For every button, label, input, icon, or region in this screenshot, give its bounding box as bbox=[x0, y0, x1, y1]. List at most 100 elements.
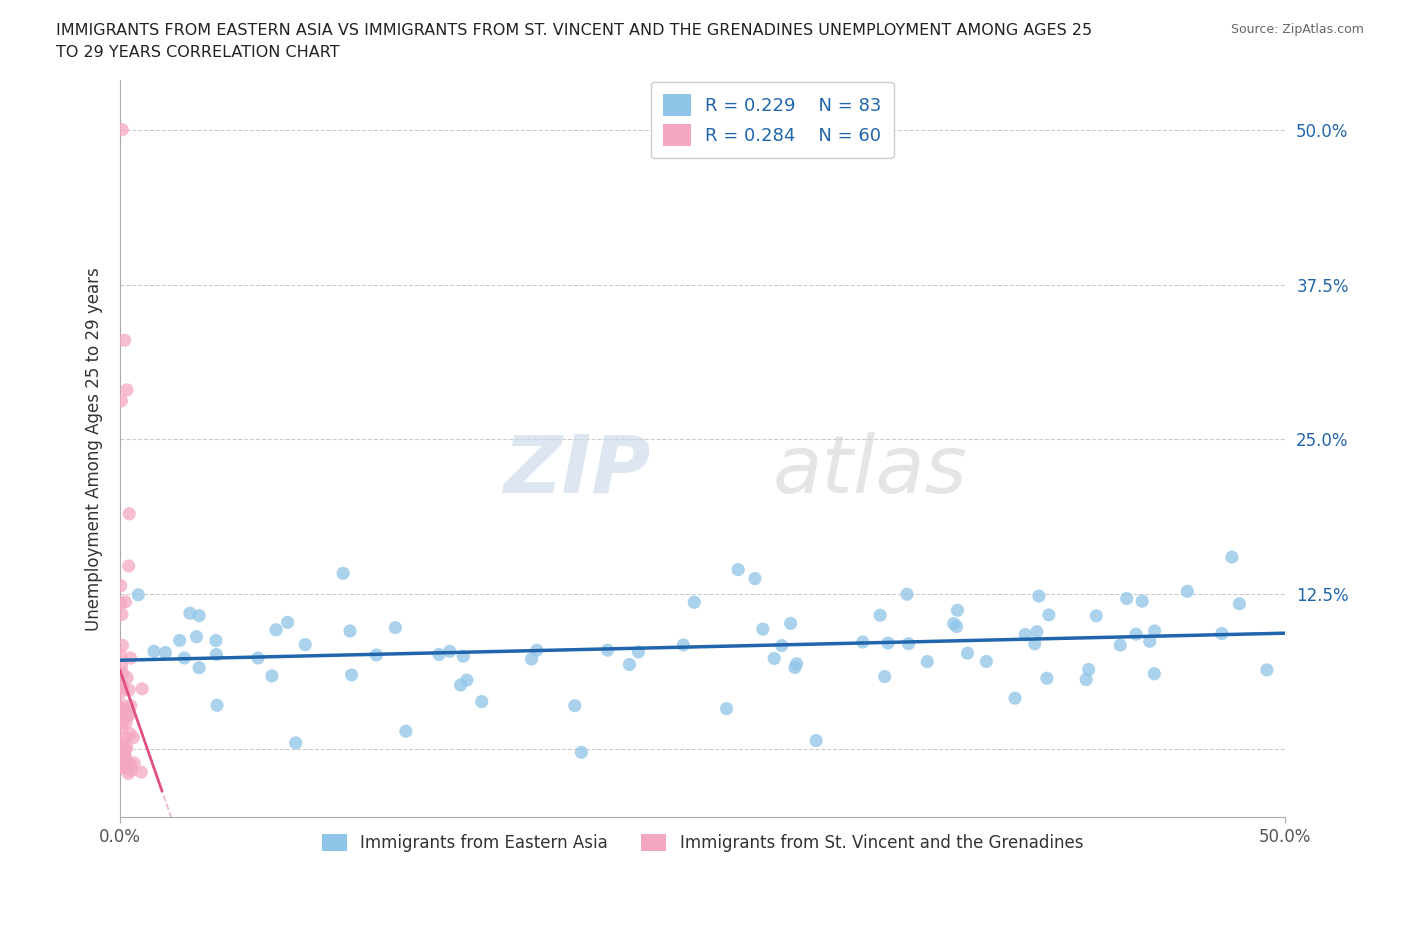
Point bbox=[115, 382, 138, 397]
Point bbox=[1038, 607, 1060, 622]
Point bbox=[1036, 671, 1059, 685]
Point bbox=[117, 756, 139, 771]
Point bbox=[976, 654, 998, 669]
Point bbox=[264, 622, 287, 637]
Point bbox=[127, 588, 149, 603]
Point bbox=[1130, 593, 1153, 608]
Point bbox=[1256, 662, 1278, 677]
Point bbox=[111, 761, 134, 776]
Point bbox=[111, 760, 134, 775]
Point bbox=[1125, 627, 1147, 642]
Point bbox=[453, 649, 475, 664]
Point bbox=[120, 651, 142, 666]
Point bbox=[260, 669, 283, 684]
Point bbox=[111, 753, 134, 768]
Point bbox=[111, 703, 134, 718]
Point bbox=[596, 643, 619, 658]
Point bbox=[111, 753, 134, 768]
Point bbox=[752, 621, 775, 636]
Point bbox=[110, 738, 132, 753]
Point bbox=[672, 638, 695, 653]
Point bbox=[114, 702, 136, 717]
Point bbox=[783, 660, 806, 675]
Point bbox=[111, 721, 134, 736]
Point bbox=[1014, 627, 1036, 642]
Point bbox=[110, 685, 132, 700]
Point bbox=[339, 623, 361, 638]
Point bbox=[120, 758, 142, 773]
Point bbox=[188, 608, 211, 623]
Point bbox=[117, 707, 139, 722]
Point bbox=[1143, 624, 1166, 639]
Point bbox=[427, 647, 450, 662]
Point bbox=[117, 766, 139, 781]
Legend: Immigrants from Eastern Asia, Immigrants from St. Vincent and the Grenadines: Immigrants from Eastern Asia, Immigrants… bbox=[314, 826, 1091, 860]
Text: atlas: atlas bbox=[772, 432, 967, 510]
Point bbox=[456, 672, 478, 687]
Point bbox=[471, 694, 494, 709]
Point bbox=[186, 630, 208, 644]
Point bbox=[122, 755, 145, 770]
Point bbox=[155, 645, 177, 660]
Point bbox=[110, 747, 132, 762]
Point bbox=[1028, 589, 1050, 604]
Point bbox=[627, 644, 650, 659]
Point bbox=[945, 619, 967, 634]
Point bbox=[205, 633, 228, 648]
Point bbox=[110, 736, 132, 751]
Point bbox=[294, 637, 316, 652]
Point bbox=[571, 745, 593, 760]
Point bbox=[110, 648, 132, 663]
Point bbox=[1229, 596, 1251, 611]
Point bbox=[114, 750, 136, 764]
Point bbox=[366, 647, 388, 662]
Point bbox=[770, 638, 793, 653]
Point bbox=[111, 750, 134, 764]
Point bbox=[852, 634, 875, 649]
Point bbox=[786, 657, 808, 671]
Point bbox=[111, 122, 134, 137]
Point bbox=[110, 393, 132, 408]
Point bbox=[179, 605, 201, 620]
Point bbox=[869, 608, 891, 623]
Point bbox=[111, 706, 134, 721]
Point bbox=[877, 635, 900, 650]
Y-axis label: Unemployment Among Ages 25 to 29 years: Unemployment Among Ages 25 to 29 years bbox=[86, 267, 103, 631]
Point bbox=[114, 742, 136, 757]
Point bbox=[117, 708, 139, 723]
Point bbox=[188, 660, 211, 675]
Point bbox=[683, 595, 706, 610]
Point bbox=[1143, 666, 1166, 681]
Point bbox=[384, 620, 406, 635]
Point bbox=[1220, 550, 1243, 565]
Text: IMMIGRANTS FROM EASTERN ASIA VS IMMIGRANTS FROM ST. VINCENT AND THE GRENADINES U: IMMIGRANTS FROM EASTERN ASIA VS IMMIGRAN… bbox=[56, 23, 1092, 38]
Point bbox=[1076, 672, 1098, 687]
Point bbox=[114, 730, 136, 745]
Point bbox=[1109, 638, 1132, 653]
Point bbox=[111, 678, 134, 693]
Point bbox=[205, 698, 228, 712]
Point bbox=[1175, 584, 1198, 599]
Point bbox=[169, 633, 191, 648]
Point bbox=[1139, 634, 1161, 649]
Point bbox=[122, 730, 145, 745]
Point bbox=[520, 652, 543, 667]
Point bbox=[114, 333, 136, 348]
Point bbox=[112, 757, 135, 772]
Point bbox=[1024, 636, 1046, 651]
Point bbox=[173, 651, 195, 666]
Point bbox=[896, 587, 918, 602]
Point bbox=[111, 680, 134, 695]
Point bbox=[450, 678, 472, 693]
Point bbox=[395, 724, 418, 738]
Point bbox=[763, 651, 786, 666]
Point bbox=[114, 594, 136, 609]
Point bbox=[619, 658, 641, 672]
Point bbox=[111, 714, 134, 729]
Point bbox=[111, 607, 134, 622]
Point bbox=[332, 565, 354, 580]
Point bbox=[439, 644, 461, 658]
Point bbox=[277, 615, 299, 630]
Point bbox=[110, 700, 132, 715]
Point bbox=[340, 668, 363, 683]
